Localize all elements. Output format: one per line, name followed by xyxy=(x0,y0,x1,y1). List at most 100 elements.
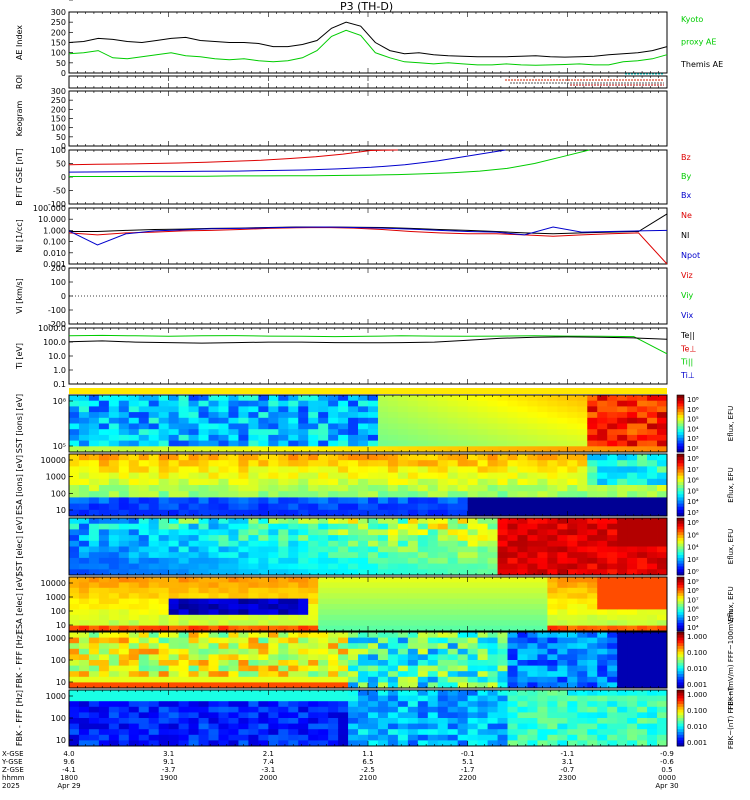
spectrogram-4-cell xyxy=(477,614,488,621)
spectrogram-4-cell xyxy=(88,620,100,626)
spectrogram-4-cell xyxy=(128,587,140,594)
spectrogram-2-cell xyxy=(587,478,598,486)
spectrogram-1-cell xyxy=(557,417,568,424)
spectrogram-3-cell xyxy=(467,546,479,553)
spectrogram-3-cell xyxy=(467,563,479,570)
spectrogram-5-cell xyxy=(258,648,269,655)
spectrogram-5-cell xyxy=(348,676,359,683)
spectrogram-5-cell xyxy=(338,654,349,661)
spectrogram-5-cell xyxy=(108,665,120,672)
spectrogram-2-cell xyxy=(118,485,130,492)
spectrogram-1-cell xyxy=(358,429,369,436)
spectrogram-2-cell xyxy=(88,454,100,461)
spectrogram-3-cell xyxy=(527,540,538,547)
spectrogram-1-cell xyxy=(108,434,120,441)
spectrogram-3-cell xyxy=(407,540,419,547)
spectrogram-3-cell xyxy=(597,518,608,525)
spectrogram-4-cell xyxy=(547,577,558,583)
spectrogram-5-cell xyxy=(348,648,359,655)
spectrogram-3-cell xyxy=(348,535,359,542)
spectrogram-2-cell xyxy=(507,509,518,517)
spectrogram-2-cell xyxy=(487,466,498,473)
spectrogram-5-cell xyxy=(577,660,588,666)
spectrogram-4-cell xyxy=(537,582,548,589)
spectrogram-3-cell xyxy=(178,535,189,542)
spectrogram-1-cell xyxy=(188,400,199,407)
spectrogram-5-cell xyxy=(407,671,419,678)
spectrogram-3-colorbar-tick: 10⁸ xyxy=(687,519,699,527)
spectrogram-5-cell xyxy=(497,648,508,655)
spectrogram-4-cell xyxy=(547,620,558,626)
spectrogram-2-cell xyxy=(657,466,668,473)
spectrogram-5-cell xyxy=(188,660,199,666)
spectrogram-3-cell xyxy=(288,518,299,525)
spectrogram-3-cell xyxy=(617,523,628,530)
spectrogram-2-cell xyxy=(118,460,130,467)
spectrogram-3-cell xyxy=(507,546,518,553)
spectrogram-4-cell xyxy=(88,598,100,605)
spectrogram-3-cell xyxy=(228,569,239,576)
spectrogram-1-cell xyxy=(168,417,180,424)
spectrogram-3-cell xyxy=(368,529,379,536)
spectrogram-4-cell xyxy=(477,598,488,605)
spectrogram-4-cell xyxy=(657,620,668,626)
spectrogram-1-colorbar-tick: 10⁴ xyxy=(687,425,699,433)
spectrogram-3-cell xyxy=(288,563,299,570)
spectrogram-1-cell xyxy=(168,446,180,453)
spectrogram-1-cell xyxy=(238,446,249,453)
spectrogram-4-cell xyxy=(118,577,130,583)
spectrogram-3-cell xyxy=(308,557,319,564)
spectrogram-3-colorbar-step xyxy=(677,532,684,536)
spectrogram-1-cell xyxy=(288,417,299,424)
spectrogram-5-cell xyxy=(178,671,189,678)
spectrogram-5-cell xyxy=(218,676,229,683)
spectrogram-5-cell xyxy=(88,660,100,666)
spectrogram-5-cell xyxy=(457,660,469,666)
spectrogram-5-cell xyxy=(248,682,259,689)
spectrogram-3-cell xyxy=(447,523,459,530)
spectrogram-4-cell xyxy=(118,614,130,621)
spectrogram-4-cell xyxy=(248,582,259,589)
spectrogram-5-cell xyxy=(457,632,469,638)
spectrogram-3-cell xyxy=(69,546,80,553)
spectrogram-4-cell xyxy=(208,593,219,599)
spectrogram-2-cell xyxy=(647,509,658,517)
spectrogram-5-cell xyxy=(577,648,588,655)
spectrogram-1-cell xyxy=(228,417,239,424)
spectrogram-4-cell xyxy=(108,582,120,589)
spectrogram-1-cell xyxy=(387,395,399,402)
spectrogram-4-cell xyxy=(218,593,229,599)
spectrogram-1-cell xyxy=(148,446,160,453)
spectrogram-5-cell xyxy=(318,648,329,655)
spectrogram-5-cell xyxy=(517,643,528,650)
spectrogram-4-cell xyxy=(138,620,150,626)
spectrogram-5-cell xyxy=(587,665,598,672)
spectrogram-4-cell xyxy=(178,598,189,605)
spectrogram-1-cell xyxy=(457,412,469,419)
spectrogram-5-cell xyxy=(118,632,130,638)
spectrogram-5-cell xyxy=(358,632,369,638)
spectrogram-2-cell xyxy=(597,509,608,517)
spectrogram-4-cell xyxy=(587,577,598,583)
spectrogram-2-cell xyxy=(487,460,498,467)
spectrogram-2-cell xyxy=(547,466,558,473)
spectrogram-1-cell xyxy=(407,417,419,424)
spectrogram-4-cell xyxy=(328,598,339,605)
spectrogram-1-colorbar-step xyxy=(677,426,684,430)
spectrogram-1-cell xyxy=(358,400,369,407)
spectrogram-4-cell xyxy=(607,577,618,583)
spectrogram-2-cell xyxy=(557,460,568,467)
spectrogram-4-cell xyxy=(238,614,249,621)
ae-series-themis xyxy=(68,21,668,58)
spectrogram-2-cell xyxy=(228,509,239,517)
spectrogram-2-cell xyxy=(69,485,80,492)
spectrogram-3-cell xyxy=(148,557,160,564)
spectrogram-1-cell xyxy=(178,446,189,453)
spectrogram-1-colorbar-step xyxy=(677,429,684,433)
keogram-ytick-label: 100 xyxy=(51,124,66,133)
spectrogram-1-cell xyxy=(407,429,419,436)
spectrogram-3-cell xyxy=(168,540,180,547)
spectrogram-1-cell xyxy=(537,412,548,419)
spectrogram-2-cell xyxy=(69,478,80,486)
spectrogram-3-cell xyxy=(268,569,279,576)
